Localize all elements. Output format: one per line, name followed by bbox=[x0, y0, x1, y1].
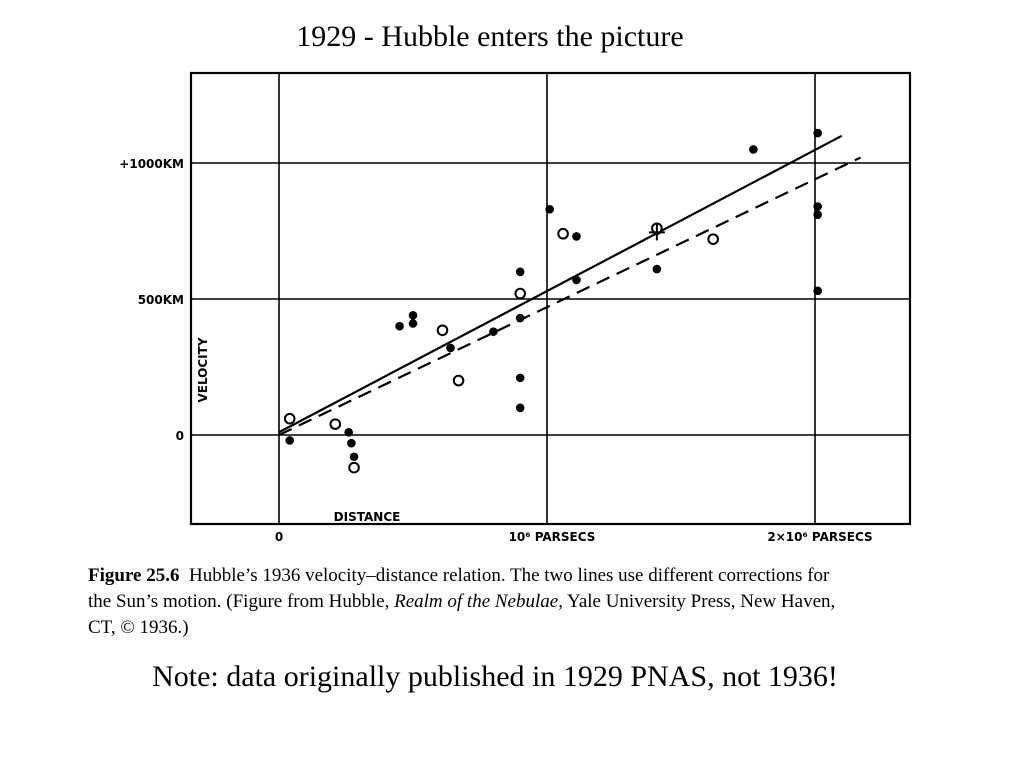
data-points bbox=[283, 128, 822, 474]
open-data-point bbox=[557, 227, 569, 240]
figure-label: Figure 25.6 bbox=[88, 565, 180, 586]
filled-data-point bbox=[813, 210, 822, 219]
filled-data-point bbox=[349, 452, 359, 462]
filled-data-point bbox=[572, 232, 581, 241]
filled-data-point bbox=[489, 327, 498, 336]
open-data-point bbox=[707, 233, 719, 245]
filled-data-point bbox=[749, 145, 758, 154]
filled-data-point bbox=[408, 311, 418, 320]
filled-data-point bbox=[347, 438, 356, 448]
filled-data-point bbox=[446, 343, 455, 353]
filled-data-point bbox=[515, 267, 525, 277]
filled-data-point bbox=[515, 403, 525, 413]
filled-data-point bbox=[572, 275, 581, 285]
y-tick-label: 500KM bbox=[138, 293, 184, 307]
x-tick-label: 10⁶ PARSECS bbox=[509, 530, 596, 544]
filled-data-point bbox=[408, 319, 418, 328]
open-data-point bbox=[436, 324, 449, 337]
dashed-fit-line bbox=[278, 156, 862, 436]
slide-title: 1929 - Hubble enters the picture bbox=[296, 20, 684, 53]
filled-data-point bbox=[285, 436, 295, 445]
open-data-point bbox=[514, 287, 527, 300]
note-text: Note: data originally published in 1929 … bbox=[152, 660, 838, 693]
open-data-point bbox=[283, 412, 296, 425]
filled-data-point bbox=[344, 427, 353, 437]
filled-data-point bbox=[545, 204, 554, 214]
figure-caption: Figure 25.6 Hubble’s 1936 velocity–dista… bbox=[88, 563, 848, 641]
y-axis-label: VELOCITY bbox=[196, 337, 210, 402]
caption-text-before: Hubble’s 1936 velocity–distance relation… bbox=[88, 565, 830, 612]
axis-labels: 0 500KM +1000KM 0 10⁶ PARSECS 2×10⁶ PARSECS DI… bbox=[119, 157, 872, 544]
cross-data-point bbox=[648, 224, 665, 241]
filled-data-point bbox=[652, 264, 662, 274]
y-tick-label: +1000KM bbox=[119, 157, 184, 171]
hubble-velocity-distance-chart: 0 500KM +1000KM 0 10⁶ PARSECS 2×10⁶ PARSECS DI… bbox=[119, 71, 912, 544]
open-data-point bbox=[452, 374, 465, 387]
caption-book-title: Realm of the Nebulae bbox=[394, 591, 559, 612]
grid-lines bbox=[191, 73, 910, 524]
solid-fit-line bbox=[278, 134, 843, 434]
filled-data-point bbox=[515, 313, 525, 323]
caption-text-after: , Yale University Press, New Haven, CT, … bbox=[88, 591, 836, 638]
filled-data-point bbox=[813, 286, 822, 296]
x-axis-label: DISTANCE bbox=[334, 510, 401, 524]
open-data-point bbox=[348, 461, 360, 474]
x-tick-label: 2×10⁶ PARSECS bbox=[767, 530, 872, 544]
open-data-point bbox=[329, 418, 342, 430]
filled-data-point bbox=[813, 202, 822, 211]
filled-data-point bbox=[515, 373, 525, 383]
x-tick-label: 0 bbox=[275, 530, 283, 544]
filled-data-point bbox=[395, 321, 404, 331]
fit-lines bbox=[278, 134, 862, 436]
filled-data-point bbox=[813, 128, 822, 138]
y-tick-label: 0 bbox=[176, 429, 184, 443]
